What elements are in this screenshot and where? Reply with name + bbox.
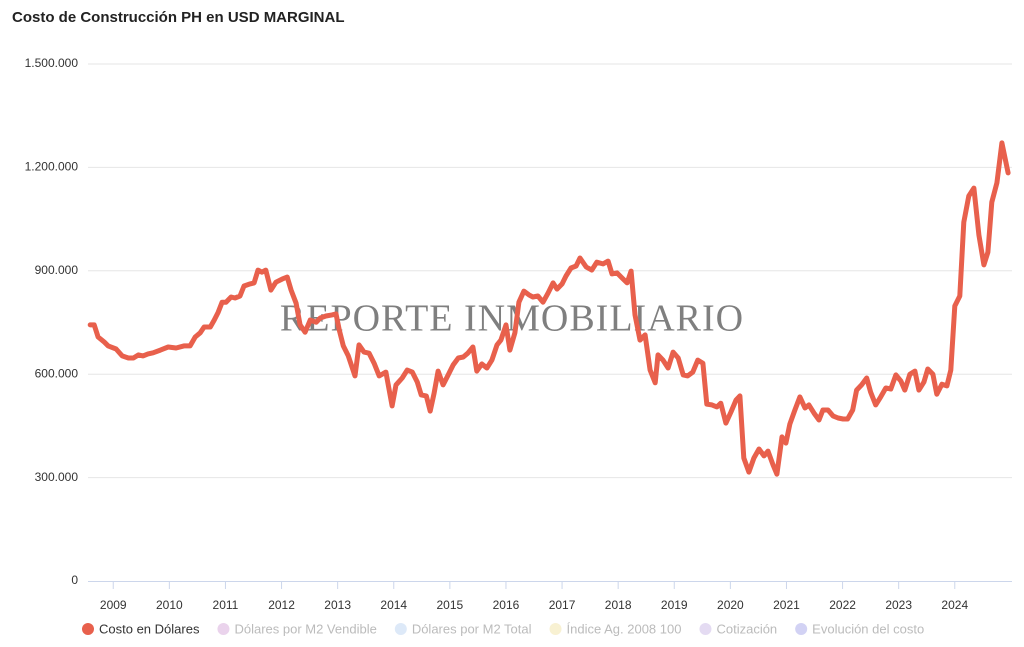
legend-symbol — [795, 623, 808, 635]
x-tick-label: 2015 — [437, 598, 464, 612]
legend-item[interactable]: Evolución del costo — [795, 621, 924, 636]
x-tick-label: 2021 — [773, 598, 800, 612]
legend-item[interactable]: Costo en Dólares — [82, 621, 200, 636]
legend-symbol — [394, 623, 407, 635]
legend-symbol — [699, 623, 712, 635]
legend-symbol — [217, 623, 230, 635]
y-tick-label: 300.000 — [35, 470, 79, 484]
series-line — [87, 140, 1011, 477]
x-tick-label: 2023 — [885, 598, 912, 612]
y-tick-label: 1.200.000 — [25, 160, 79, 174]
legend-item[interactable]: Dólares por M2 Total — [394, 621, 532, 636]
legend-label: Costo en Dólares — [99, 621, 200, 636]
x-tick-label: 2017 — [549, 598, 576, 612]
legend-item[interactable]: Índice Ag. 2008 100 — [549, 621, 682, 636]
y-tick-label: 0 — [71, 573, 78, 587]
x-tick-label: 2012 — [268, 598, 295, 612]
y-tick-label: 600.000 — [35, 366, 79, 380]
x-tick-label: 2013 — [324, 598, 351, 612]
legend-symbol — [549, 623, 562, 635]
y-tick-label: 900.000 — [35, 263, 79, 277]
x-tick-label: 2010 — [156, 598, 183, 612]
legend-symbol — [82, 623, 94, 635]
x-tick-label: 2011 — [213, 598, 239, 612]
legend-label: Cotización — [716, 621, 777, 636]
legend-label: Dólares por M2 Total — [412, 621, 532, 636]
x-tick-label: 2020 — [717, 598, 744, 612]
watermark: REPORTE INMOBILIARIO — [280, 298, 744, 340]
x-tick-label: 2018 — [605, 598, 632, 612]
x-tick-label: 2024 — [941, 598, 968, 612]
x-tick-label: 2009 — [100, 598, 127, 612]
x-tick-label: 2022 — [829, 598, 856, 612]
legend-item[interactable]: Dólares por M2 Vendible — [217, 621, 377, 636]
legend-label: Índice Ag. 2008 100 — [567, 621, 682, 636]
legend-item[interactable]: Cotización — [699, 621, 777, 636]
x-tick-label: 2019 — [661, 598, 688, 612]
legend-label: Evolución del costo — [812, 621, 924, 636]
x-tick-label: 2014 — [380, 598, 407, 612]
legend-label: Dólares por M2 Vendible — [234, 621, 376, 636]
y-tick-label: 1.500.000 — [25, 56, 79, 70]
chart-title: Costo de Construcción PH en USD MARGINAL — [12, 9, 345, 26]
x-tick-label: 2016 — [493, 598, 520, 612]
